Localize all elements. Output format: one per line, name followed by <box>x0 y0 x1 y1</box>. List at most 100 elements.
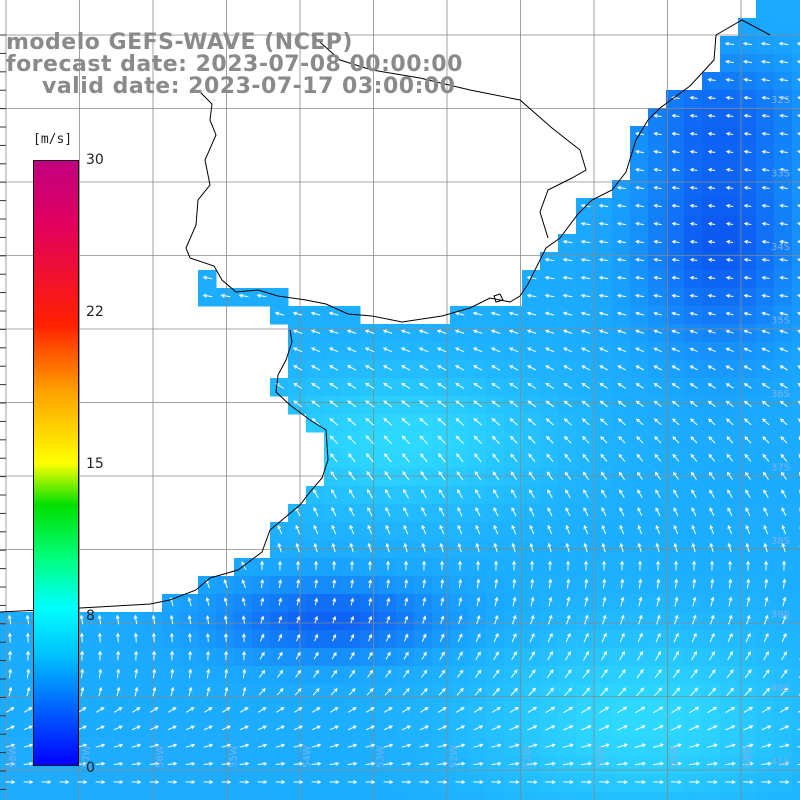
sea-cell <box>792 270 800 289</box>
wind-arrow <box>436 329 447 334</box>
sea-cell <box>342 486 361 505</box>
wind-arrow <box>239 780 250 785</box>
sea-cell <box>756 198 775 217</box>
sea-cell <box>378 468 397 487</box>
wind-arrow <box>132 707 141 713</box>
sea-cell <box>774 378 793 397</box>
sea-cell <box>738 396 757 415</box>
wind-arrow <box>439 651 445 660</box>
sea-cell <box>198 594 217 613</box>
sea-cell <box>234 612 253 631</box>
sea-cell <box>720 522 739 541</box>
sea-cell <box>522 486 541 505</box>
wind-arrow <box>617 706 628 714</box>
sea-cell <box>720 306 739 325</box>
sea-cell <box>450 450 469 469</box>
wind-arrow <box>204 707 213 713</box>
wind-arrow <box>475 524 481 535</box>
sea-cell <box>576 216 595 235</box>
sea-cell <box>684 414 703 433</box>
wind-arrow <box>455 761 466 766</box>
wind-arrow <box>619 542 624 553</box>
wind-arrow <box>510 453 518 463</box>
wind-arrow <box>348 489 355 499</box>
wind-arrow <box>707 275 716 280</box>
wind-arrow <box>151 632 156 643</box>
sea-cell <box>306 720 325 739</box>
sea-cell <box>432 504 451 523</box>
wind-arrow <box>689 365 698 371</box>
sea-cell <box>198 666 217 685</box>
wind-arrow <box>439 542 444 553</box>
wind-arrow <box>671 329 680 334</box>
wind-arrow <box>779 131 788 136</box>
wind-arrow <box>494 560 499 571</box>
sea-cell <box>774 738 793 757</box>
wind-arrow <box>437 417 447 426</box>
wind-arrow <box>402 488 409 499</box>
wind-arrow <box>653 149 662 154</box>
wind-arrow <box>779 311 788 316</box>
sea-cell <box>774 306 793 325</box>
wind-arrow <box>385 651 391 660</box>
sea-cell <box>486 414 505 433</box>
sea-cell <box>540 558 559 577</box>
sea-cell <box>378 486 397 505</box>
sea-cell <box>504 342 523 361</box>
wind-arrow <box>78 707 87 713</box>
wind-arrow <box>511 524 517 535</box>
wind-arrow <box>566 578 571 589</box>
wind-arrow <box>725 239 734 244</box>
sea-cell <box>684 720 703 739</box>
sea-cell <box>648 450 667 469</box>
sea-cell <box>198 288 217 307</box>
wind-arrow <box>672 436 680 444</box>
sea-cell <box>0 666 19 685</box>
sea-cell <box>360 486 379 505</box>
sea-cell <box>702 720 721 739</box>
wind-arrow <box>709 542 714 553</box>
sea-cell <box>756 414 775 433</box>
wind-arrow <box>743 95 752 100</box>
wind-arrow <box>277 542 282 553</box>
wind-arrow <box>779 293 788 298</box>
sea-cell <box>558 396 577 415</box>
sea-cell <box>720 54 739 73</box>
sea-cell <box>702 702 721 721</box>
sea-cell <box>630 324 649 343</box>
wind-arrow <box>726 687 734 697</box>
sea-cell <box>612 486 631 505</box>
sea-cell <box>594 504 613 523</box>
wind-arrow <box>763 507 769 517</box>
wind-arrow <box>725 257 734 262</box>
sea-cell <box>468 450 487 469</box>
wind-arrow <box>689 347 698 353</box>
sea-cell <box>720 432 739 451</box>
colorbar-tick-0: 0 <box>86 760 95 776</box>
sea-cell <box>414 324 433 343</box>
wind-arrow <box>563 400 572 408</box>
wind-arrow <box>726 669 734 679</box>
colorbar-tick-8: 8 <box>86 608 95 624</box>
wind-arrow <box>688 743 700 748</box>
wind-arrow <box>782 614 787 625</box>
sea-cell <box>558 702 577 721</box>
wind-arrow <box>637 507 643 517</box>
wind-arrow <box>492 669 500 679</box>
sea-cell <box>648 414 667 433</box>
wind-arrow <box>167 761 178 766</box>
wind-arrow <box>475 506 481 517</box>
sea-cell <box>162 612 181 631</box>
sea-cell <box>792 720 800 739</box>
wind-arrow <box>743 780 754 785</box>
sea-cell <box>648 558 667 577</box>
wind-arrow <box>332 579 337 588</box>
wind-arrow <box>185 725 195 731</box>
sea-cell <box>702 414 721 433</box>
wind-arrow <box>203 780 214 785</box>
wind-arrow <box>761 347 770 353</box>
wind-arrow <box>202 293 213 298</box>
wind-arrow <box>275 780 286 785</box>
sea-cell <box>486 774 505 793</box>
